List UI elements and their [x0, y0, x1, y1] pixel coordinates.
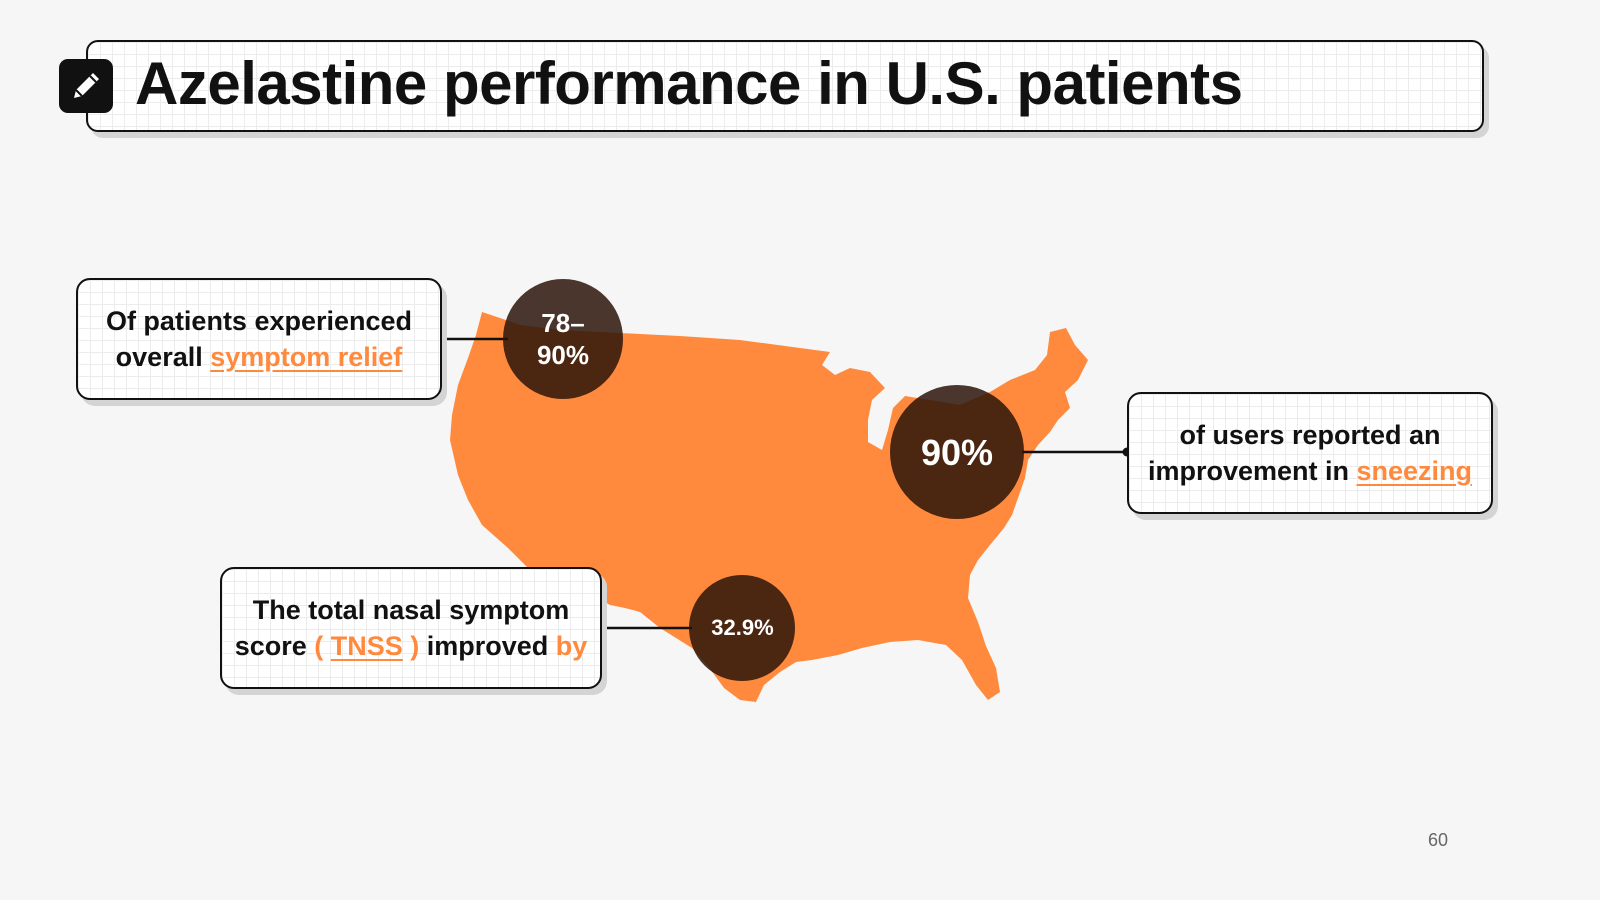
title-banner	[86, 40, 1484, 132]
highlight-link[interactable]: sneezing	[1356, 456, 1473, 486]
card-text: improvement in	[1147, 456, 1357, 486]
stat-card-tnss: The total nasal symptom score ( TNSS ) i…	[220, 567, 602, 689]
stat-bubble	[890, 385, 1024, 519]
card-text-highlight: by	[555, 631, 588, 661]
stat-value: 90%	[920, 431, 994, 473]
highlight-link[interactable]: symptom relief	[210, 342, 403, 372]
stat-bubble	[689, 575, 795, 681]
stat-value: 78– 90%	[536, 307, 590, 371]
card-text: overall	[115, 342, 211, 372]
pencil-icon	[59, 59, 113, 113]
stat-card-symptom-relief: Of patients experienced overall symptom …	[76, 278, 442, 400]
card-text: score	[234, 631, 315, 661]
card-text: The total nasal symptom	[252, 595, 570, 625]
card-text: of users reported an	[1179, 420, 1441, 450]
paren: (	[314, 631, 331, 661]
card-text: improved	[419, 631, 556, 661]
stat-value: 32.9%	[711, 614, 774, 640]
card-text: Of patients experienced	[105, 306, 413, 336]
stat-card-sneezing: of users reported an improvement in snee…	[1127, 392, 1493, 514]
page-title: Azelastine performance in U.S. patients	[135, 50, 1243, 117]
paren: )	[402, 631, 420, 661]
highlight-link[interactable]: TNSS	[330, 631, 403, 661]
page-number: 60	[1427, 830, 1449, 850]
stat-bubble	[503, 279, 623, 399]
